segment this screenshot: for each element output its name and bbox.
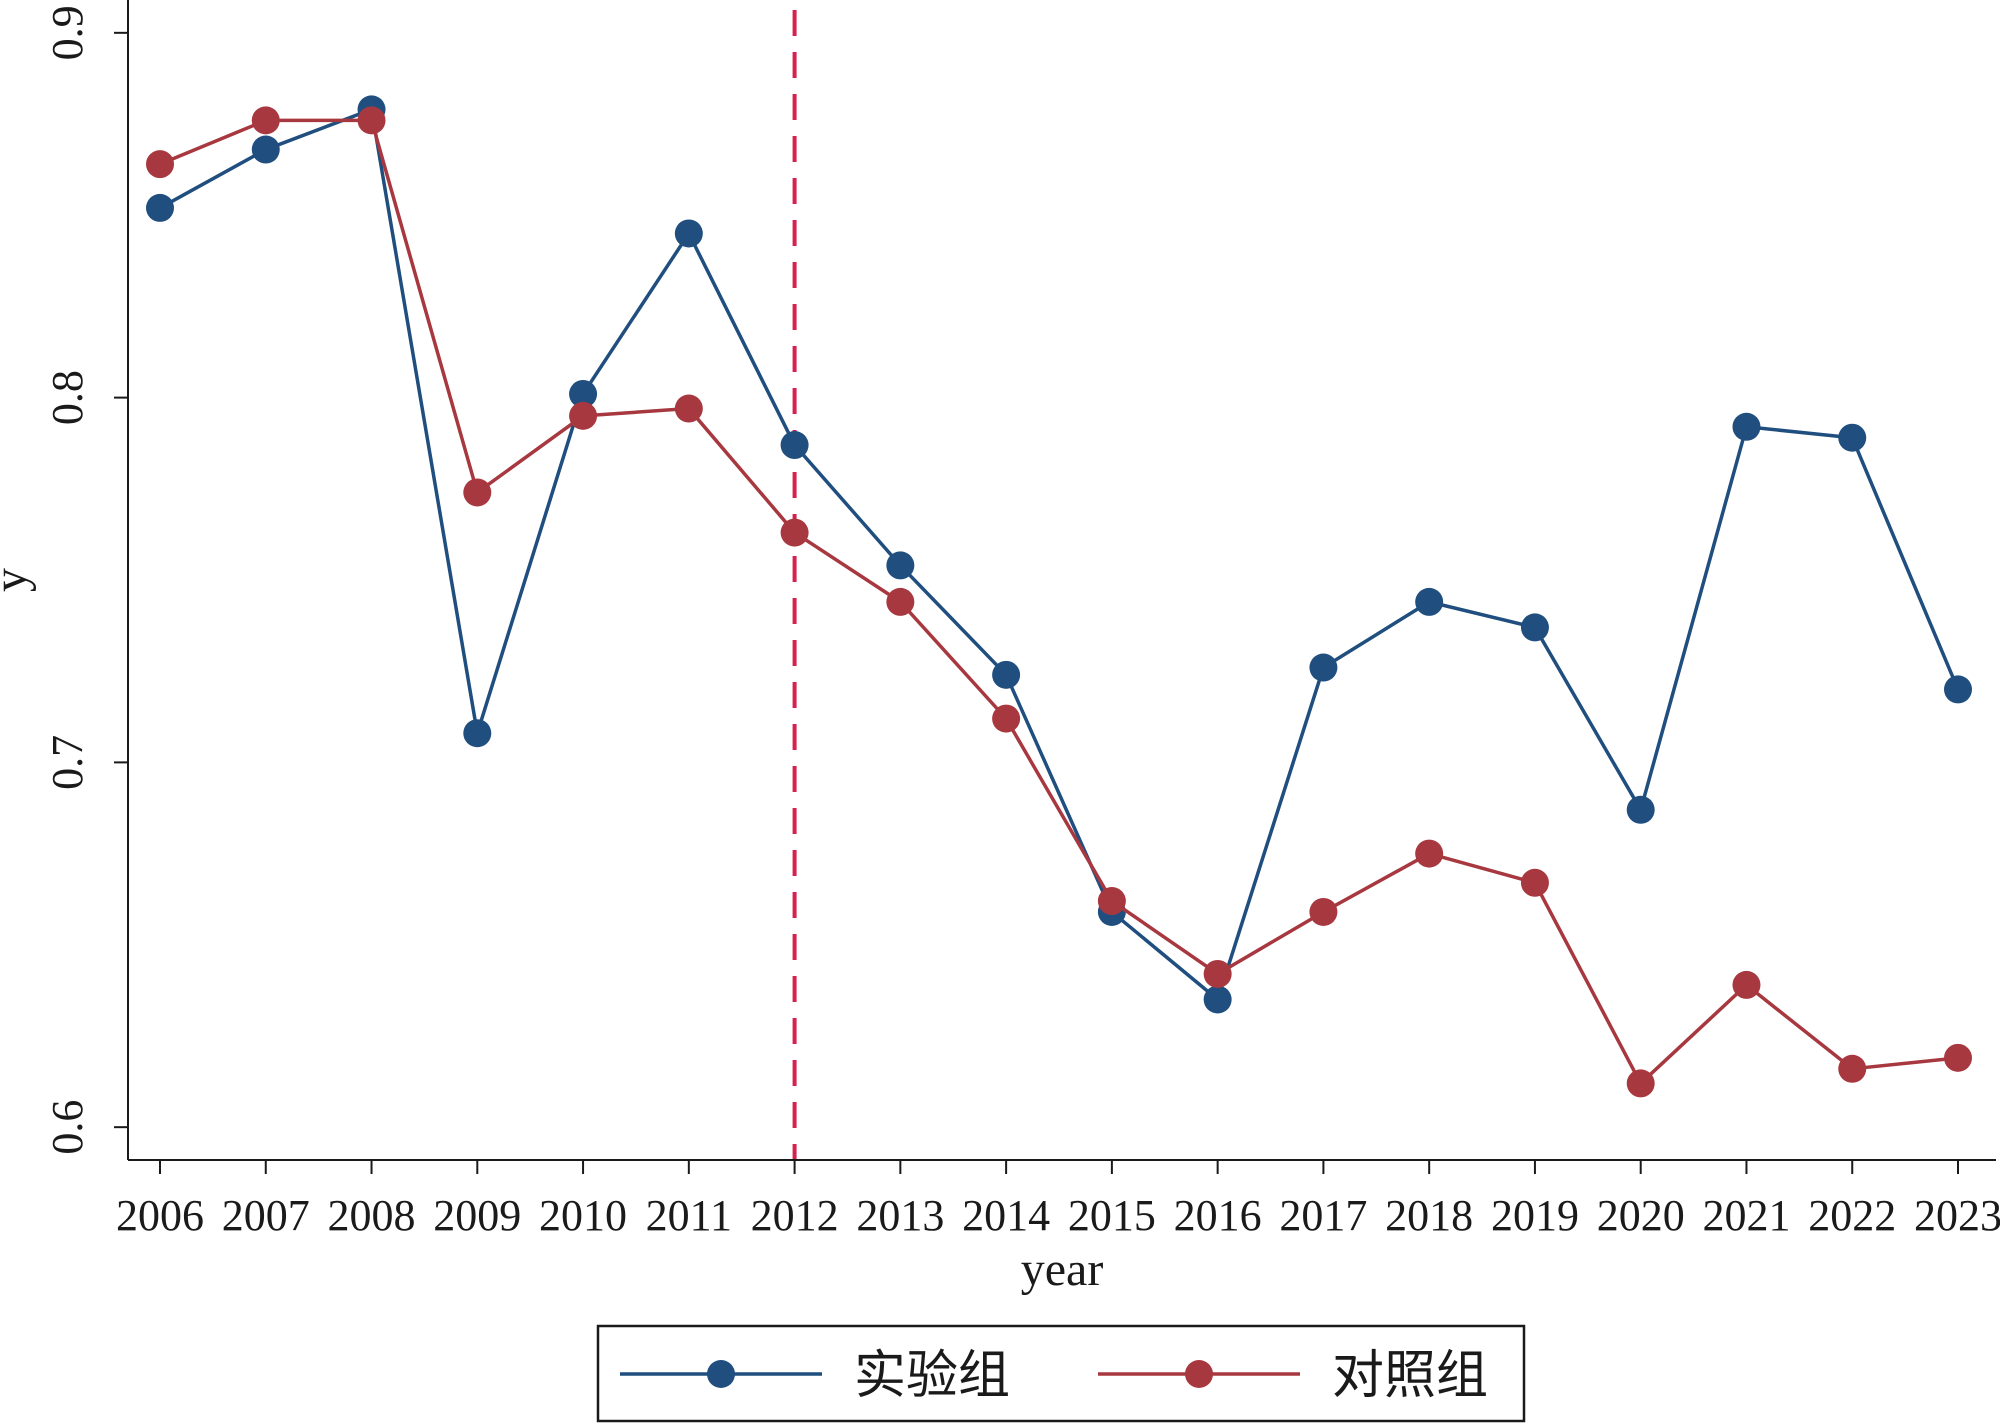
series-line [159,107,1960,1002]
data-point [1520,868,1549,897]
legend-marker-swatch [707,1360,735,1388]
y-ticks: 0.6 0.7 0.8 0.9 [43,5,128,1155]
x-tick-label: 2020 [1597,1191,1685,1240]
x-tick-label: 2009 [433,1191,521,1240]
legend-marker-swatch [1185,1360,1213,1388]
x-tick-label: 2016 [1174,1191,1262,1240]
x-tick-label: 2023 [1914,1191,2000,1240]
data-point [463,478,492,507]
data-point [1732,412,1761,441]
y-axis-title: y [0,568,37,592]
data-point [569,401,598,430]
x-tick-label: 2014 [962,1191,1050,1240]
data-point [1309,897,1338,926]
data-point [780,431,809,460]
series-1 [146,106,1972,1098]
data-point [1203,959,1232,988]
data-point [1203,985,1232,1014]
x-tick-label: 2018 [1385,1191,1473,1240]
data-point [1838,1054,1867,1083]
x-axis-title: year [1021,1243,1104,1296]
x-tick-label: 2012 [751,1191,839,1240]
x-tick-label: 2008 [328,1191,416,1240]
x-tick-label: 2022 [1808,1191,1896,1240]
data-point [992,704,1021,733]
data-point [1626,1069,1655,1098]
data-point [780,518,809,547]
legend-label: 实验组 [854,1346,1010,1406]
y-tick-label: 0.7 [43,735,92,790]
data-point [674,219,703,248]
plot-area [146,10,1972,1160]
data-point [674,394,703,423]
x-tick-label: 2019 [1491,1191,1579,1240]
legend-item-control: 对照组 [1098,1346,1488,1406]
x-tick-label: 2013 [856,1191,944,1240]
x-tick-label: 2021 [1702,1191,1790,1240]
data-point [1309,653,1338,682]
y-tick-label: 0.8 [43,370,92,425]
x-ticks: 2006 2007 2008 2009 2010 2011 2012 2013 2014 2015… [116,1160,2000,1240]
data-point [1944,1043,1972,1072]
data-point [1520,613,1549,642]
x-tick-label: 2006 [116,1191,204,1240]
legend-label: 对照组 [1332,1346,1488,1406]
axes: 0.6 0.7 0.8 0.9 2006 2007 2008 2009 2010 2011 201… [43,0,2000,1240]
data-point [251,106,280,135]
data-point [569,379,598,408]
x-tick-label: 2010 [539,1191,627,1240]
data-point [146,193,174,222]
data-point [1732,970,1761,999]
data-point [357,106,386,135]
data-point [992,660,1021,689]
data-point [1415,839,1444,868]
y-tick-label: 0.9 [43,5,92,60]
data-point [1838,423,1867,452]
data-point [1415,587,1444,616]
x-tick-label: 2007 [222,1191,310,1240]
x-tick-label: 2015 [1068,1191,1156,1240]
data-point [146,150,174,179]
data-point [251,135,280,164]
data-point [463,719,492,748]
data-point [1626,795,1655,824]
x-tick-label: 2017 [1279,1191,1367,1240]
data-point [1097,887,1126,916]
legend-item-treatment: 实验组 [620,1346,1010,1406]
x-tick-label: 2011 [646,1191,732,1240]
data-point [886,551,915,580]
legend: 实验组 对照组 [596,1324,1526,1423]
series-line [159,118,1959,1086]
y-tick-label: 0.6 [43,1100,92,1155]
series-0 [146,95,1972,1014]
data-point [886,587,915,616]
data-point [1944,675,1972,704]
